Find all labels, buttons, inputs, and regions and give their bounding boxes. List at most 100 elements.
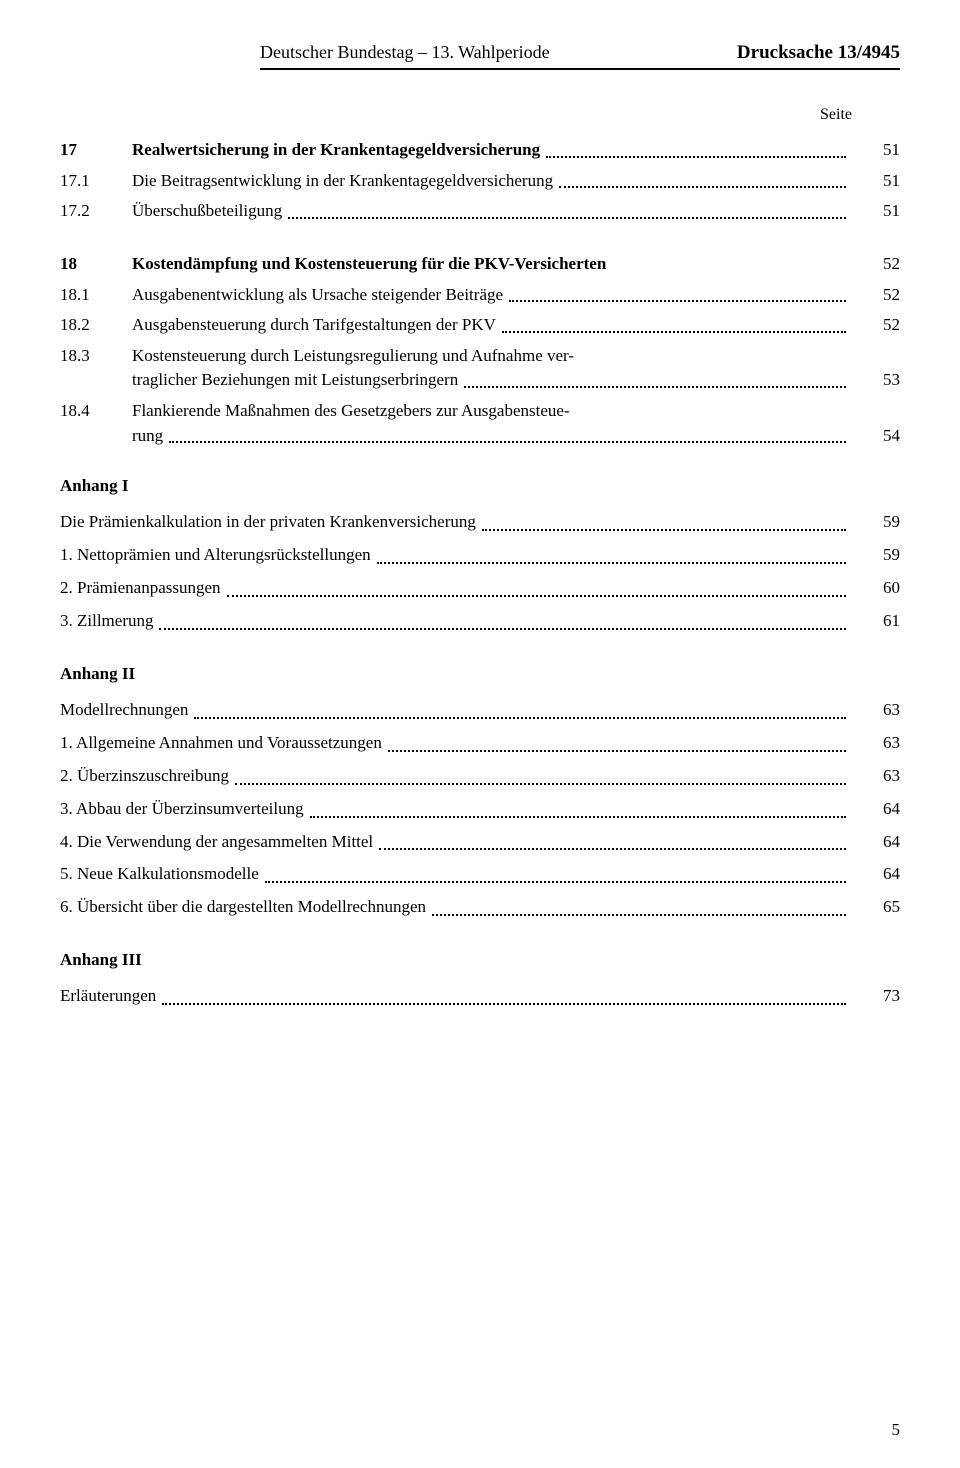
toc-entry: 4. Die Verwendung der angesammelten Mitt…: [60, 828, 900, 857]
leader-dots: [432, 913, 846, 916]
toc-page: 61: [852, 607, 900, 636]
toc-page: 64: [852, 795, 900, 824]
toc-text-line1: Flankierende Maßnahmen des Gesetzgebers …: [132, 399, 772, 424]
toc-text-line2: traglicher Beziehungen mit Leistungserbr…: [132, 368, 458, 393]
toc-text: 5. Neue Kalkulationsmodelle: [60, 860, 259, 889]
toc-text: 3. Abbau der Überzinsumverteilung: [60, 795, 304, 824]
toc-text: 1. Nettoprämien und Alterungsrückstellun…: [60, 541, 371, 570]
toc-entry: 2. Prämienanpassungen 60: [60, 574, 900, 603]
header-right: Drucksache 13/4945: [737, 42, 900, 64]
leader-dots: [509, 299, 846, 302]
toc-number: 18.1: [60, 283, 132, 308]
leader-dots: [379, 847, 846, 850]
toc-page: 52: [852, 252, 900, 277]
toc-text: 3. Zillmerung: [60, 607, 153, 636]
toc-entry: 2. Überzinszuschreibung 63: [60, 762, 900, 791]
toc-text: Erläuterungen: [60, 982, 156, 1011]
header-left: Deutscher Bundestag – 13. Wahlperiode: [260, 42, 550, 63]
toc-page: 59: [852, 508, 900, 537]
leader-dots: [559, 185, 846, 188]
toc-page: 59: [852, 541, 900, 570]
toc-number: 17: [60, 138, 132, 163]
toc-number: 18: [60, 252, 132, 277]
leader-dots: [502, 330, 846, 333]
toc-text: Ausgabensteuerung durch Tarifgestaltunge…: [132, 313, 496, 338]
leader-dots: [235, 782, 846, 785]
toc-page: 52: [852, 313, 900, 338]
anhang-2-title: Anhang II: [60, 664, 900, 684]
toc-page: 63: [852, 762, 900, 791]
toc-page: 60: [852, 574, 900, 603]
toc-page: 54: [852, 424, 900, 449]
toc-title: Kostendämpfung und Kostensteuerung für d…: [132, 252, 606, 277]
toc-text: Modellrechnungen: [60, 696, 188, 725]
column-header-seite: Seite: [60, 106, 900, 124]
toc-text: 2. Überzinszuschreibung: [60, 762, 229, 791]
toc-number: 18.3: [60, 344, 132, 369]
toc-section-18: 18 Kostendämpfung und Kostensteuerung fü…: [60, 252, 900, 448]
anhang-1-intro: Die Prämienkalkulation in der privaten K…: [60, 508, 900, 537]
leader-dots: [546, 155, 846, 158]
leader-dots: [482, 528, 846, 531]
toc-entry: 6. Übersicht über die dargestellten Mode…: [60, 893, 900, 922]
toc-entry: 1. Nettoprämien und Alterungsrückstellun…: [60, 541, 900, 570]
leader-dots: [169, 440, 846, 443]
toc-heading-18: 18 Kostendämpfung und Kostensteuerung fü…: [60, 252, 900, 277]
toc-page: 63: [852, 696, 900, 725]
toc-page: 64: [852, 828, 900, 857]
toc-page: 73: [852, 982, 900, 1011]
leader-dots: [159, 627, 846, 630]
leader-dots: [227, 594, 846, 597]
toc-entry: 3. Zillmerung 61: [60, 607, 900, 636]
toc-entry: 17.1 Die Beitragsentwicklung in der Kran…: [60, 169, 900, 194]
toc-text-line1: Kostensteuerung durch Leistungsregulieru…: [132, 344, 772, 369]
leader-dots: [162, 1002, 846, 1005]
leader-dots: [288, 216, 846, 219]
toc-text: 6. Übersicht über die dargestellten Mode…: [60, 893, 426, 922]
toc-page: 63: [852, 729, 900, 758]
leader-dots: [377, 561, 846, 564]
toc-number: 18.2: [60, 313, 132, 338]
toc-entry: 18.2 Ausgabensteuerung durch Tarifgestal…: [60, 313, 900, 338]
anhang-1-title: Anhang I: [60, 476, 900, 496]
leader-dots: [388, 749, 846, 752]
toc-number: 18.4: [60, 399, 132, 424]
anhang-3-title: Anhang III: [60, 950, 900, 970]
toc-page: 52: [852, 283, 900, 308]
toc-text: 4. Die Verwendung der angesammelten Mitt…: [60, 828, 373, 857]
toc-entry: 5. Neue Kalkulationsmodelle 64: [60, 860, 900, 889]
toc-text: Überschußbeteiligung: [132, 199, 282, 224]
toc-text: 2. Prämienanpassungen: [60, 574, 221, 603]
document-page: Deutscher Bundestag – 13. Wahlperiode Dr…: [0, 0, 960, 1468]
toc-page: 64: [852, 860, 900, 889]
toc-entry: 17.2 Überschußbeteiligung 51: [60, 199, 900, 224]
toc-page: 65: [852, 893, 900, 922]
toc-number: 17.1: [60, 169, 132, 194]
anhang-2-intro: Modellrechnungen 63: [60, 696, 900, 725]
toc-number: 17.2: [60, 199, 132, 224]
toc-text: Die Beitragsentwicklung in der Krankenta…: [132, 169, 553, 194]
toc-text: Die Prämienkalkulation in der privaten K…: [60, 508, 476, 537]
toc-entry-multiline: 18.4 Flankierende Maßnahmen des Gesetzge…: [60, 399, 900, 448]
running-header: Deutscher Bundestag – 13. Wahlperiode Dr…: [260, 42, 900, 70]
toc-entry: 1. Allgemeine Annahmen und Voraussetzung…: [60, 729, 900, 758]
leader-dots: [194, 716, 846, 719]
leader-dots: [464, 385, 846, 388]
toc-page: 51: [852, 169, 900, 194]
toc-entry-multiline: 18.3 Kostensteuerung durch Leistungsregu…: [60, 344, 900, 393]
toc-entry: 3. Abbau der Überzinsumverteilung 64: [60, 795, 900, 824]
page-number: 5: [892, 1420, 901, 1440]
toc-section-17: 17 Realwertsicherung in der Krankentageg…: [60, 138, 900, 224]
toc-page: 53: [852, 368, 900, 393]
toc-page: 51: [852, 199, 900, 224]
toc-entry: 18.1 Ausgabenentwicklung als Ursache ste…: [60, 283, 900, 308]
toc-heading-17: 17 Realwertsicherung in der Krankentageg…: [60, 138, 900, 163]
toc-text: Ausgabenentwicklung als Ursache steigend…: [132, 283, 503, 308]
toc-page: 51: [852, 138, 900, 163]
toc-text: 1. Allgemeine Annahmen und Voraussetzung…: [60, 729, 382, 758]
toc-title: Realwertsicherung in der Krankentagegeld…: [132, 138, 540, 163]
leader-dots: [265, 880, 846, 883]
toc-entry: Erläuterungen 73: [60, 982, 900, 1011]
toc-text-line2: rung: [132, 424, 163, 449]
leader-dots: [310, 815, 846, 818]
